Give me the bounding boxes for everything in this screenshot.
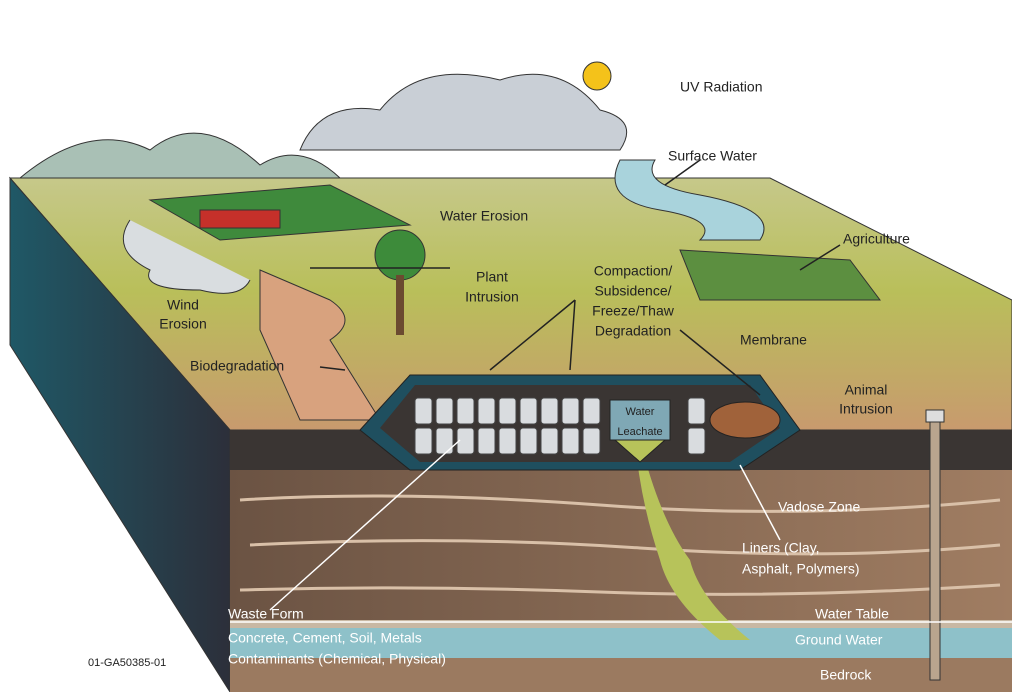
illustration-shape	[300, 74, 627, 150]
label: Compaction/	[594, 263, 673, 279]
label: Wind	[167, 297, 199, 313]
label: Plant	[476, 269, 508, 285]
barrel	[520, 428, 537, 454]
barrel	[436, 398, 453, 424]
barrel	[583, 398, 600, 424]
barrel	[688, 398, 705, 424]
label: Ground Water	[795, 632, 883, 648]
illustration-shape	[930, 418, 940, 680]
label: Water	[626, 406, 655, 418]
label: Membrane	[740, 332, 807, 348]
barrel	[688, 428, 705, 454]
label: Vadose Zone	[778, 499, 860, 515]
barrel	[478, 398, 495, 424]
label: Biodegradation	[190, 358, 284, 374]
illustration-shape	[230, 620, 1012, 628]
barrel	[478, 428, 495, 454]
illustration-shape	[200, 210, 280, 228]
label: Animal	[845, 382, 888, 398]
label: Concrete, Cement, Soil, Metals	[228, 630, 422, 646]
barrel	[541, 428, 558, 454]
illustration-shape	[710, 402, 780, 438]
barrel	[415, 398, 432, 424]
barrel	[562, 398, 579, 424]
diagram: UV Radiation Surface Water Water Erosion…	[0, 0, 1012, 692]
label: Intrusion	[465, 289, 519, 305]
label: Degradation	[595, 323, 671, 339]
label: Subsidence/	[594, 283, 671, 299]
label: Agriculture	[843, 231, 910, 247]
label: Erosion	[159, 316, 206, 332]
label: Water Erosion	[440, 208, 528, 224]
illustration-shape	[396, 275, 404, 335]
figure-id: 01-GA50385-01	[88, 657, 166, 669]
illustration-shape	[20, 133, 340, 178]
barrel	[562, 428, 579, 454]
label: Surface Water	[668, 148, 757, 164]
barrel	[541, 398, 558, 424]
label: Contaminants (Chemical, Physical)	[228, 651, 446, 667]
label: Leachate	[617, 426, 662, 438]
label: Water Table	[815, 606, 889, 622]
label: Freeze/Thaw	[592, 303, 675, 319]
label: Intrusion	[839, 401, 893, 417]
illustration-shape	[230, 470, 1012, 620]
label: Liners (Clay,	[742, 540, 820, 556]
label: UV Radiation	[680, 79, 763, 95]
barrel	[499, 398, 516, 424]
barrel	[520, 398, 537, 424]
barrel	[415, 428, 432, 454]
illustration-shape	[375, 230, 425, 280]
barrel	[499, 428, 516, 454]
barrel	[436, 428, 453, 454]
illustration-shape	[926, 410, 944, 422]
barrel	[457, 398, 474, 424]
label: Bedrock	[820, 667, 872, 683]
barrel	[583, 428, 600, 454]
illustration-shape	[583, 62, 611, 90]
label: Asphalt, Polymers)	[742, 561, 859, 577]
label: Waste Form	[228, 606, 304, 622]
scenery	[10, 62, 1012, 692]
